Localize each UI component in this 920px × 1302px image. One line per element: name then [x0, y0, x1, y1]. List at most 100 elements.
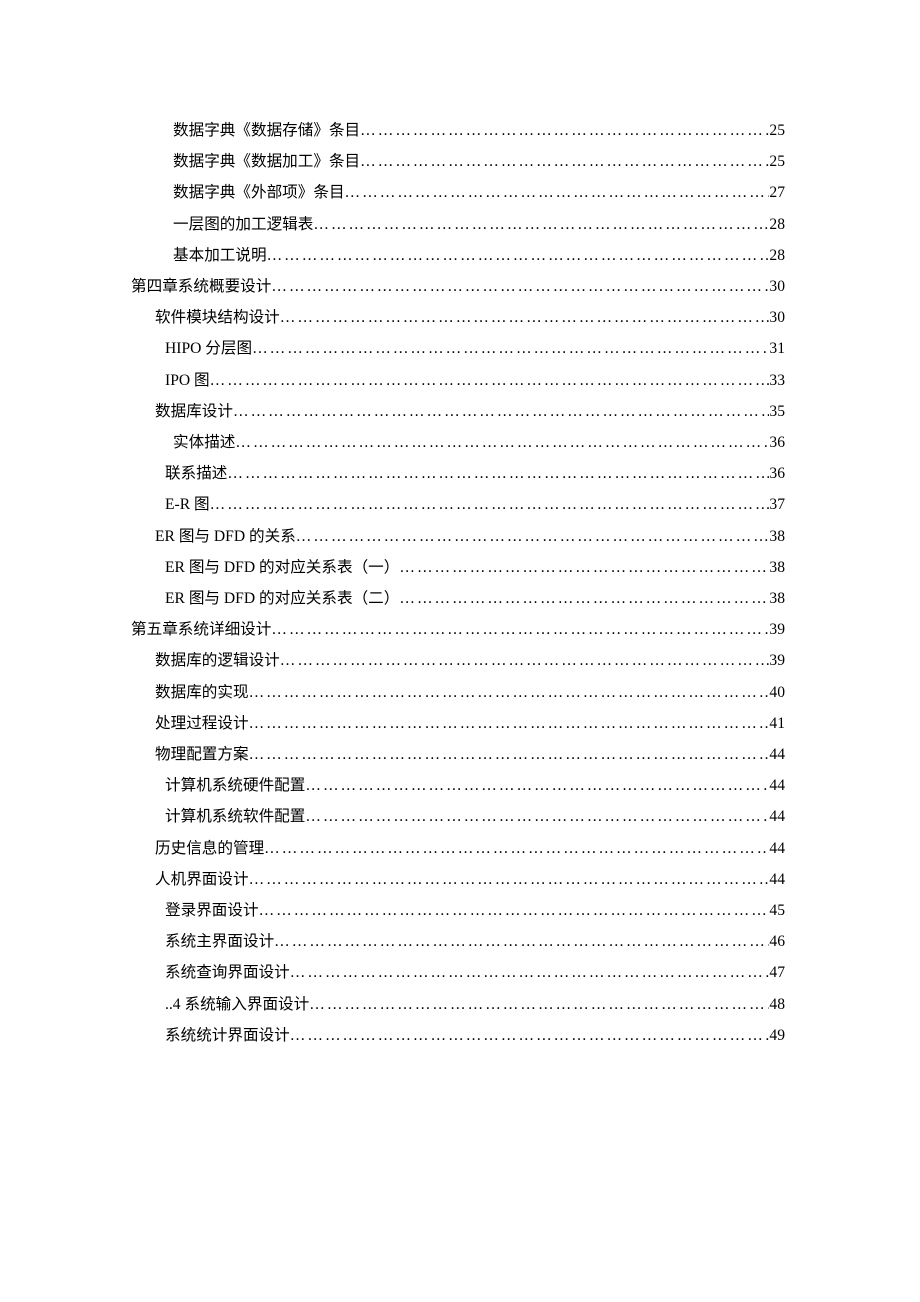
toc-page-number: 25: [769, 115, 785, 146]
toc-page-number: 35: [769, 396, 785, 427]
toc-leader-dots: [249, 739, 770, 770]
toc-leader-dots: [280, 645, 770, 676]
toc-title: IPO 图: [165, 365, 210, 396]
toc-page-number: 27: [769, 177, 785, 208]
toc-leader-dots: [360, 146, 769, 177]
toc-title: 实体描述: [173, 427, 235, 458]
toc-page-number: 44: [769, 864, 785, 895]
toc-page-number: 37: [769, 489, 785, 520]
toc-page-number: 44: [769, 801, 785, 832]
toc-title: 计算机系统软件配置: [165, 801, 305, 832]
toc-leader-dots: [360, 115, 769, 146]
toc-entry: 数据字典《数据加工》条目 25: [131, 146, 785, 177]
toc-entry: ER 图与 DFD 的关系 38: [131, 521, 785, 552]
toc-page-number: 41: [769, 708, 785, 739]
toc-title: 软件模块结构设计: [155, 302, 280, 333]
toc-page-number: 39: [769, 614, 785, 645]
toc-page-number: 38: [769, 552, 785, 583]
toc-title: 一层图的加工逻辑表: [173, 209, 313, 240]
toc-leader-dots: [296, 521, 770, 552]
toc-page-number: 30: [769, 271, 785, 302]
toc-leader-dots: [235, 427, 769, 458]
toc-leader-dots: [271, 271, 769, 302]
toc-title: 数据字典《数据加工》条目: [173, 146, 360, 177]
toc-page-number: 30: [769, 302, 785, 333]
toc-page-number: 28: [769, 240, 785, 271]
toc-title: ER 图与 DFD 的关系: [155, 521, 296, 552]
toc-leader-dots: [399, 552, 769, 583]
toc-page-number: 38: [769, 521, 785, 552]
toc-entry: 数据库的逻辑设计39: [131, 645, 785, 676]
toc-entry: 计算机系统软件配置 44: [131, 801, 785, 832]
toc-leader-dots: [274, 926, 769, 957]
toc-entry: 历史信息的管理 44: [131, 833, 785, 864]
toc-title: 物理配置方案: [155, 739, 249, 770]
toc-title: 历史信息的管理: [155, 833, 264, 864]
toc-leader-dots: [267, 240, 770, 271]
toc-entry: 登录界面设计45: [131, 895, 785, 926]
toc-page-number: 44: [769, 770, 785, 801]
toc-title: 系统主界面设计: [165, 926, 274, 957]
toc-page-number: 48: [769, 989, 785, 1020]
toc-leader-dots: [210, 489, 770, 520]
toc-entry: ER 图与 DFD 的对应关系表（一） 38: [131, 552, 785, 583]
toc-leader-dots: [210, 365, 770, 396]
toc-title: 计算机系统硬件配置: [165, 770, 305, 801]
toc-page-number: 49: [769, 1020, 785, 1051]
toc-title: ER 图与 DFD 的对应关系表（一）: [165, 552, 399, 583]
toc-entry: 系统查询界面设计 47: [131, 957, 785, 988]
toc-page-number: 47: [769, 957, 785, 988]
toc-page-number: 28: [769, 209, 785, 240]
toc-leader-dots: [252, 333, 769, 364]
toc-title: 数据库的逻辑设计: [155, 645, 280, 676]
toc-leader-dots: [399, 583, 769, 614]
table-of-contents: 数据字典《数据存储》条目 25 数据字典《数据加工》条目 25 数据字典《外部项》条目 2…: [131, 115, 785, 1051]
toc-leader-dots: [264, 833, 769, 864]
toc-title: 人机界面设计: [155, 864, 249, 895]
toc-page-number: 25: [769, 146, 785, 177]
toc-entry: 计算机系统硬件配置 44: [131, 770, 785, 801]
toc-entry: HIPO 分层图31: [131, 333, 785, 364]
toc-page-number: 44: [769, 739, 785, 770]
toc-leader-dots: [309, 989, 769, 1020]
toc-entry: 一层图的加工逻辑表 28: [131, 209, 785, 240]
toc-leader-dots: [290, 957, 770, 988]
toc-leader-dots: [345, 177, 770, 208]
toc-page-number: 40: [769, 677, 785, 708]
toc-entry: E-R 图 37: [131, 489, 785, 520]
toc-title: 第四章系统概要设计: [131, 271, 271, 302]
toc-title: 数据字典《数据存储》条目: [173, 115, 360, 146]
toc-entry: 数据字典《数据存储》条目 25: [131, 115, 785, 146]
toc-leader-dots: [305, 770, 769, 801]
toc-leader-dots: [227, 458, 769, 489]
toc-title: 数据库设计: [155, 396, 233, 427]
toc-entry: ER 图与 DFD 的对应关系表（二）38: [131, 583, 785, 614]
toc-leader-dots: [233, 396, 769, 427]
toc-title: ER 图与 DFD 的对应关系表（二）: [165, 583, 399, 614]
toc-page-number: 45: [769, 895, 785, 926]
toc-leader-dots: [259, 895, 770, 926]
toc-entry: 数据字典《外部项》条目 27: [131, 177, 785, 208]
toc-entry: 系统统计界面设计49: [131, 1020, 785, 1051]
toc-entry: 处理过程设计41: [131, 708, 785, 739]
toc-title: 数据库的实现: [155, 677, 249, 708]
toc-page-number: 36: [769, 427, 785, 458]
toc-title: E-R 图: [165, 489, 210, 520]
toc-title: ..4 系统输入界面设计: [165, 989, 309, 1020]
toc-entry: ..4 系统输入界面设计 48: [131, 989, 785, 1020]
toc-page-number: 36: [769, 458, 785, 489]
toc-leader-dots: [313, 209, 769, 240]
toc-entry: 联系描述36: [131, 458, 785, 489]
toc-page-number: 31: [769, 333, 785, 364]
toc-page-number: 44: [769, 833, 785, 864]
toc-leader-dots: [249, 708, 770, 739]
toc-title: 系统查询界面设计: [165, 957, 290, 988]
toc-entry: 人机界面设计 44: [131, 864, 785, 895]
toc-leader-dots: [271, 614, 769, 645]
toc-leader-dots: [290, 1020, 770, 1051]
toc-entry: 数据库的实现 40: [131, 677, 785, 708]
toc-title: 数据字典《外部项》条目: [173, 177, 345, 208]
toc-leader-dots: [280, 302, 770, 333]
toc-leader-dots: [249, 677, 770, 708]
toc-page-number: 33: [769, 365, 785, 396]
